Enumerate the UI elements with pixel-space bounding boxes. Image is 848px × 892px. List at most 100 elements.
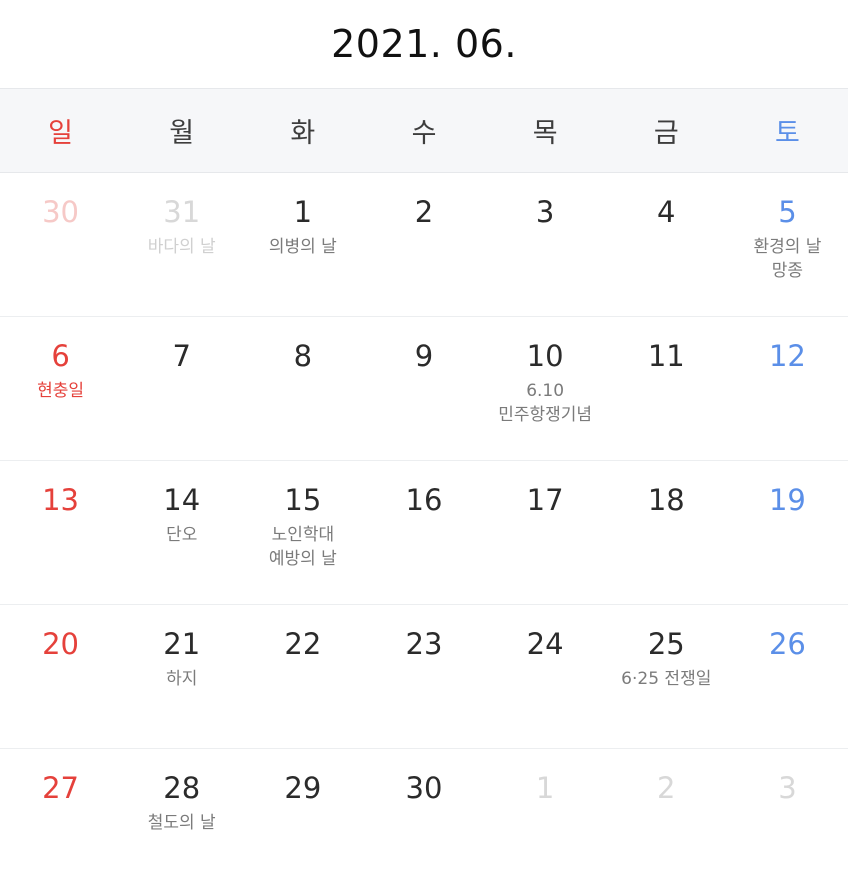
- day-number: 15: [284, 483, 322, 517]
- day-number: 10: [526, 339, 564, 373]
- day-cell[interactable]: 2: [363, 173, 484, 316]
- week-row: 20 21 하지 22 23 24 25 6·25 전쟁일 26: [0, 605, 848, 749]
- calendar-header: 2021. 06.: [0, 0, 848, 89]
- day-cell[interactable]: 21 하지: [121, 605, 242, 748]
- day-cell[interactable]: 7: [121, 317, 242, 460]
- day-number: 30: [42, 195, 80, 229]
- day-cell[interactable]: 2: [606, 749, 727, 892]
- day-number: 2: [657, 771, 676, 805]
- day-cell[interactable]: 29: [242, 749, 363, 892]
- day-number: 25: [647, 627, 685, 661]
- day-number: 23: [405, 627, 443, 661]
- day-cell[interactable]: 27: [0, 749, 121, 892]
- weekday-sunday: 일: [48, 118, 73, 149]
- day-cell[interactable]: 8: [242, 317, 363, 460]
- day-notes: 6.10 민주항쟁기념: [498, 379, 592, 427]
- day-cell[interactable]: 16: [363, 461, 484, 604]
- day-number: 4: [657, 195, 676, 229]
- weekday-friday: 금: [653, 118, 679, 149]
- day-number: 1: [535, 771, 555, 805]
- day-notes: 6·25 전쟁일: [621, 667, 711, 691]
- day-cell[interactable]: 18: [606, 461, 727, 604]
- day-cell[interactable]: 14 단오: [121, 461, 242, 604]
- day-notes: 철도의 날: [148, 811, 216, 835]
- day-notes: 바다의 날: [148, 235, 216, 259]
- day-cell[interactable]: 1 의병의 날: [242, 173, 363, 316]
- day-cell[interactable]: 1: [485, 749, 606, 892]
- day-number: 13: [42, 483, 80, 517]
- day-note: 바다의 날: [147, 237, 216, 257]
- day-number: 1: [293, 195, 313, 229]
- day-cell[interactable]: 30: [363, 749, 484, 892]
- day-number: 19: [768, 483, 806, 517]
- day-note: 현충일: [37, 381, 85, 401]
- day-number: 29: [284, 771, 322, 805]
- day-number: 6: [51, 339, 70, 373]
- weekday-saturday: 토: [775, 118, 800, 149]
- day-cell[interactable]: 3: [727, 749, 848, 892]
- day-number: 5: [778, 195, 797, 229]
- weekday-header-row: 일 월 화 수 목 금 토: [0, 89, 848, 173]
- day-cell[interactable]: 4: [606, 173, 727, 316]
- day-number: 14: [163, 483, 201, 517]
- day-number: 11: [647, 339, 685, 373]
- day-number: 20: [42, 627, 80, 661]
- day-number: 27: [42, 771, 80, 805]
- day-number: 8: [293, 339, 313, 373]
- weekday-wednesday: 수: [411, 118, 437, 149]
- day-cell[interactable]: 25 6·25 전쟁일: [606, 605, 727, 748]
- day-cell[interactable]: 28 철도의 날: [121, 749, 242, 892]
- day-number: 24: [526, 627, 564, 661]
- day-cell[interactable]: 31 바다의 날: [121, 173, 242, 316]
- day-note: 노인학대: [271, 525, 335, 545]
- day-cell[interactable]: 6 현충일: [0, 317, 121, 460]
- weekday-tuesday: 화: [290, 118, 316, 149]
- day-cell[interactable]: 23: [363, 605, 484, 748]
- week-row: 6 현충일 7 8 9 10 6.10 민주항쟁기념 11 12: [0, 317, 848, 461]
- day-cell[interactable]: 22: [242, 605, 363, 748]
- day-number: 30: [405, 771, 443, 805]
- day-number: 16: [405, 483, 443, 517]
- day-number: 28: [163, 771, 201, 805]
- day-cell[interactable]: 24: [485, 605, 606, 748]
- weekday-thursday: 목: [532, 118, 558, 149]
- day-cell[interactable]: 3: [485, 173, 606, 316]
- day-cell[interactable]: 12: [727, 317, 848, 460]
- day-cell[interactable]: 26: [727, 605, 848, 748]
- day-notes: 단오: [166, 523, 197, 547]
- day-number: 21: [163, 627, 201, 661]
- weekday-monday: 월: [169, 118, 195, 149]
- day-cell[interactable]: 9: [363, 317, 484, 460]
- day-cell[interactable]: 19: [727, 461, 848, 604]
- month-title: 2021. 06.: [331, 22, 517, 66]
- day-cell[interactable]: 11: [606, 317, 727, 460]
- day-number: 31: [163, 195, 201, 229]
- day-note: 망종: [771, 261, 804, 281]
- day-cell[interactable]: 10 6.10 민주항쟁기념: [485, 317, 606, 460]
- day-note: 환경의 날: [753, 237, 822, 257]
- day-note: 6·25 전쟁일: [621, 669, 712, 689]
- day-note: 의병의 날: [268, 237, 337, 257]
- day-notes: 의병의 날: [269, 235, 337, 259]
- day-number: 2: [414, 195, 434, 229]
- day-note: 민주항쟁기념: [498, 405, 593, 425]
- day-number: 17: [526, 483, 564, 517]
- day-notes: 하지: [166, 667, 197, 691]
- day-note: 단오: [166, 525, 198, 545]
- day-cell[interactable]: 13: [0, 461, 121, 604]
- day-cell[interactable]: 20: [0, 605, 121, 748]
- day-number: 26: [768, 627, 806, 661]
- day-number: 7: [172, 339, 191, 373]
- day-notes: 현충일: [37, 379, 84, 403]
- day-number: 3: [778, 771, 797, 805]
- day-note: 예방의 날: [268, 549, 337, 569]
- day-cell[interactable]: 30: [0, 173, 121, 316]
- day-number: 9: [414, 339, 434, 373]
- day-cell[interactable]: 17: [485, 461, 606, 604]
